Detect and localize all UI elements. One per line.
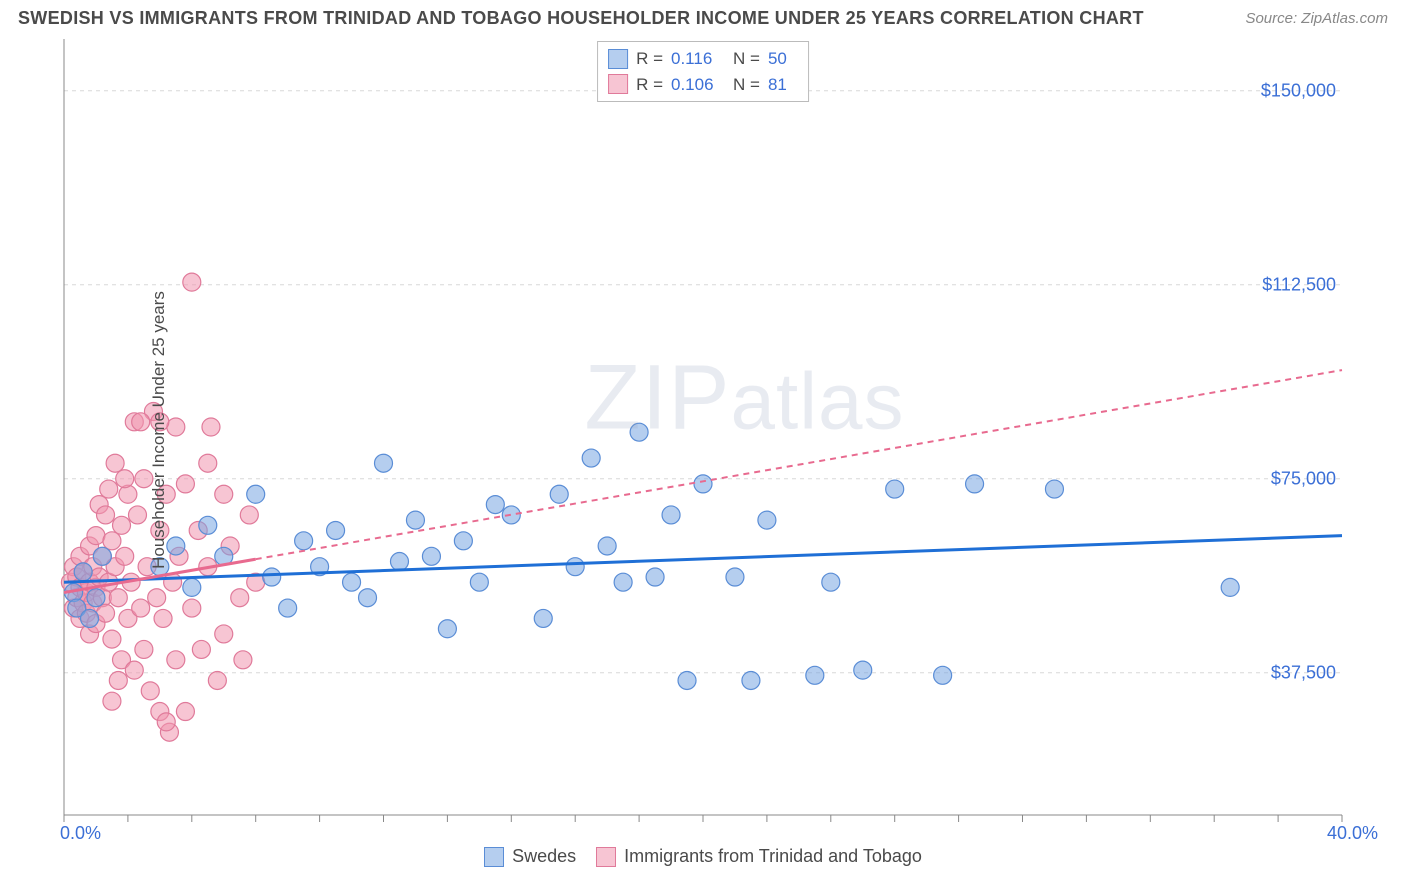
n-value: 81 [768,72,798,98]
y-axis-label: Householder Income Under 25 years [149,291,169,569]
legend-item-trinidad: Immigrants from Trinidad and Tobago [596,846,922,867]
legend-label-trinidad: Immigrants from Trinidad and Tobago [624,846,922,867]
legend-item-swedes: Swedes [484,846,576,867]
chart-source: Source: ZipAtlas.com [1245,10,1388,27]
swatch-trinidad [608,74,628,94]
r-label: R = [636,72,663,98]
svg-text:$37,500: $37,500 [1271,663,1336,683]
r-label: R = [636,46,663,72]
x-axis-min: 0.0% [60,823,101,844]
n-label: N = [733,72,760,98]
swatch-swedes [608,49,628,69]
legend-swatch-trinidad [596,847,616,867]
n-value: 50 [768,46,798,72]
r-value: 0.106 [671,72,725,98]
legend-label-swedes: Swedes [512,846,576,867]
scatter-chart: $37,500 $75,000 $112,500 $150,000 [12,35,1352,825]
svg-text:$75,000: $75,000 [1271,469,1336,489]
r-value: 0.116 [671,46,725,72]
x-axis-max: 40.0% [1327,823,1378,844]
svg-text:$150,000: $150,000 [1261,81,1336,101]
series-legend: Swedes Immigrants from Trinidad and Tobag… [0,846,1406,867]
chart-area: Householder Income Under 25 years $37,50… [12,35,1394,825]
svg-text:$112,500: $112,500 [1262,275,1336,295]
stats-row-swedes: R = 0.116 N = 50 [608,46,798,72]
chart-title: SWEDISH VS IMMIGRANTS FROM TRINIDAD AND … [18,8,1144,29]
legend-swatch-swedes [484,847,504,867]
stats-row-trinidad: R = 0.106 N = 81 [608,72,798,98]
n-label: N = [733,46,760,72]
stats-legend: R = 0.116 N = 50 R = 0.106 N = 81 [597,41,809,102]
